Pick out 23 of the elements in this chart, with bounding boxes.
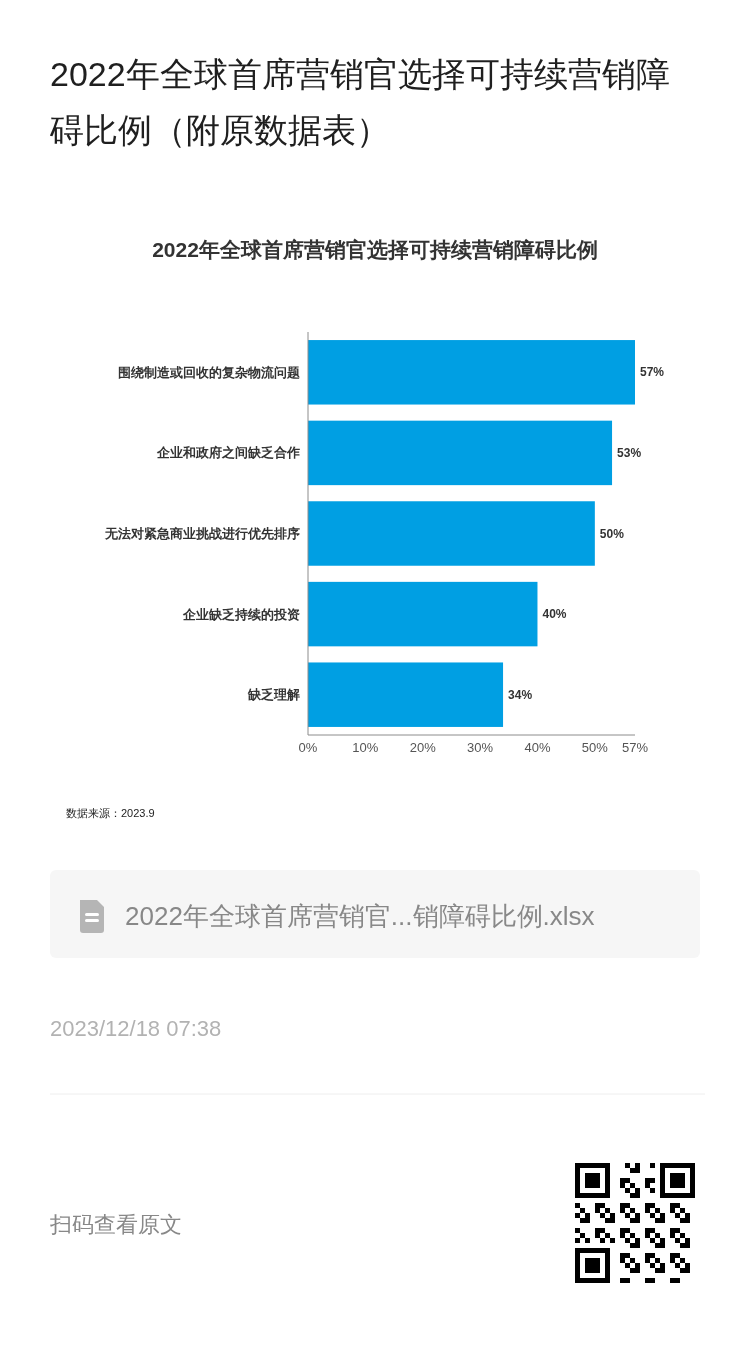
tick-label: 50% (581, 740, 608, 755)
subtitle: 2022年全球首席营销官选择可持续营销障碍比例 (152, 238, 598, 261)
annotation: 数据来源：2023.9 (66, 807, 155, 819)
category-label: 缺乏理解 (248, 687, 300, 703)
tick-label: 57% (622, 740, 648, 755)
value-label: 34% (508, 687, 533, 702)
category-label: 围绕制造或回收的复杂物流问题 (118, 364, 300, 380)
value-label: 40% (542, 607, 567, 622)
tick-label: 0% (298, 740, 318, 755)
category-label: 企业缺乏持续的投资 (183, 606, 300, 622)
tick-label: 30% (467, 740, 494, 755)
category-label: 企业和政府之间缺乏合作 (157, 445, 300, 461)
annotation: 扫码查看原文 (50, 1212, 182, 1237)
value-label: 53% (617, 445, 642, 460)
annotation: 2022年全球首席营销官...销障碍比例.xlsx (125, 901, 595, 931)
tick-label: 40% (524, 740, 551, 755)
annotation: 2023/12/18 07:38 (50, 1016, 222, 1041)
value-label: 57% (640, 365, 665, 380)
value-label: 50% (599, 526, 624, 541)
category-label: 无法对紧急商业挑战进行优先排序 (105, 526, 300, 541)
title: 2022年全球首席营销官选择可持续营销障碍比例（附原数据表） (50, 55, 670, 149)
tick-label: 20% (409, 740, 436, 755)
tick-label: 10% (352, 740, 379, 755)
